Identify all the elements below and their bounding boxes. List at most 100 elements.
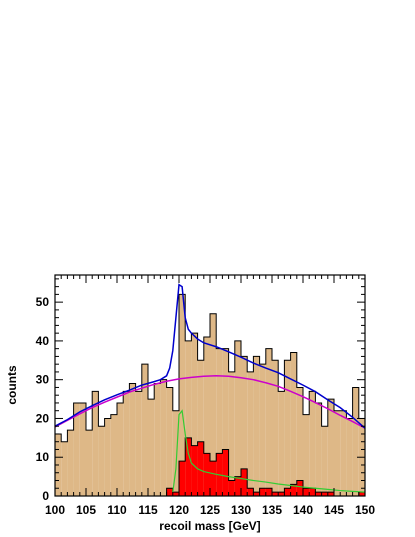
y-tick-label: 50: [36, 295, 50, 309]
total-bin: [79, 402, 86, 496]
signal-bin: [315, 492, 322, 496]
total-bin: [259, 364, 266, 496]
total-bin: [148, 399, 155, 496]
total-bin: [241, 356, 248, 496]
x-axis-title: recoil mass [GeV]: [159, 519, 260, 533]
signal-bin: [166, 488, 173, 496]
total-bin: [247, 371, 254, 496]
total-bin: [296, 387, 303, 496]
total-bin: [172, 410, 179, 496]
total-bin: [166, 387, 173, 496]
total-bin: [265, 348, 272, 496]
fit-signal-curve: [172, 409, 366, 493]
total-bin: [123, 391, 130, 496]
signal-bin: [272, 492, 279, 496]
x-tick-label: 120: [169, 503, 189, 517]
total-bin: [203, 337, 210, 496]
total-bin: [222, 348, 229, 496]
signal-bin: [179, 461, 186, 496]
y-axis-title: counts: [5, 365, 19, 405]
total-bin: [104, 418, 111, 496]
y-tick-label: 40: [36, 334, 50, 348]
x-tick-label: 115: [138, 503, 158, 517]
signal-bin: [191, 445, 198, 496]
fit-total-curve: [54, 283, 366, 429]
signal-bin: [265, 488, 272, 496]
total-bin: [321, 426, 328, 496]
fit-background-curve: [54, 375, 366, 429]
axis-ticks: [54, 275, 366, 497]
total-bin: [352, 387, 359, 496]
total-bin: [210, 313, 217, 496]
total-bin: [86, 430, 93, 496]
signal-bin: [222, 449, 229, 496]
total-bin: [185, 340, 192, 496]
x-tick-label: 110: [107, 503, 127, 517]
signal-bin: [247, 488, 254, 496]
total-bin: [228, 371, 235, 496]
total-bin: [98, 426, 105, 496]
total-bin: [135, 391, 142, 496]
signal-bin: [197, 441, 204, 496]
y-tick-label: 0: [42, 489, 49, 503]
total-bin: [284, 360, 291, 496]
y-tick-label: 20: [36, 411, 50, 425]
total-bin: [61, 441, 68, 496]
signal-bin: [303, 488, 310, 496]
x-tick-label: 105: [76, 503, 96, 517]
x-tick-label: 140: [293, 503, 313, 517]
signal-bin: [358, 492, 365, 496]
total-bin: [197, 360, 204, 496]
x-tick-label: 100: [45, 503, 65, 517]
signal-bin: [284, 488, 291, 496]
y-tick-label: 10: [36, 450, 50, 464]
total-bin: [234, 340, 241, 496]
total-bin: [110, 414, 117, 496]
x-tick-label: 130: [231, 503, 251, 517]
x-tick-label: 145: [324, 503, 344, 517]
total-bin: [129, 383, 136, 496]
signal-bin: [234, 476, 241, 496]
total-bin: [346, 418, 353, 496]
signal-bin: [185, 437, 192, 496]
signal-bin: [210, 461, 217, 496]
total-bin: [179, 294, 186, 496]
signal-bin: [296, 480, 303, 496]
y-tick-label: 30: [36, 373, 50, 387]
total-bin: [309, 391, 316, 496]
total-bin: [272, 360, 279, 496]
total-bin: [216, 348, 223, 496]
total-bin: [290, 352, 297, 496]
total-bin: [253, 356, 260, 496]
total-histogram: [54, 293, 366, 496]
total-bin: [327, 399, 334, 496]
total-bin: [334, 410, 341, 496]
total-bin: [117, 402, 124, 496]
total-bin: [340, 410, 347, 496]
signal-bin: [290, 484, 297, 496]
total-bin: [278, 391, 285, 496]
x-tick-label: 150: [355, 503, 375, 517]
total-bin: [141, 364, 148, 496]
signal-bin: [309, 488, 316, 496]
signal-bin: [203, 453, 210, 496]
total-bin: [67, 430, 74, 496]
signal-bin: [259, 488, 266, 496]
y-tick-labels: 0 10 20 30 40 50: [36, 295, 50, 503]
total-bin: [315, 402, 322, 496]
x-tick-labels: 100 105 110 115 120 125 130 135 140 145 150: [45, 503, 375, 517]
signal-bin: [172, 492, 179, 496]
total-bin: [92, 391, 99, 496]
total-bin: [191, 333, 198, 496]
signal-bin: [253, 492, 260, 496]
signal-bin: [321, 492, 328, 496]
total-bin: [154, 383, 161, 496]
x-tick-label: 135: [262, 503, 282, 517]
total-bin: [73, 402, 80, 496]
x-tick-label: 125: [200, 503, 220, 517]
signal-bin: [278, 492, 285, 496]
signal-bin: [327, 492, 334, 496]
total-bin: [303, 414, 310, 496]
total-bin: [160, 379, 167, 496]
